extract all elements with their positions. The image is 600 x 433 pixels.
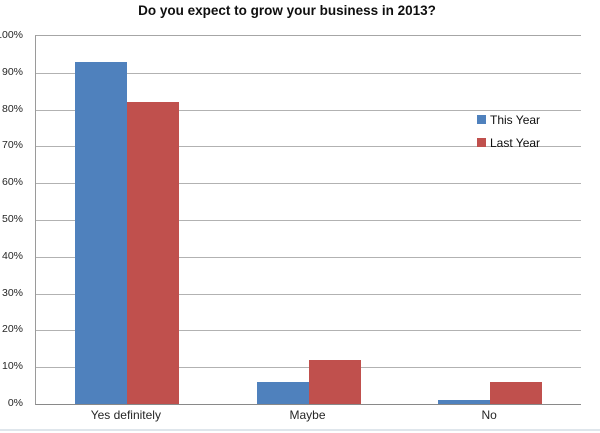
gridline-30 xyxy=(36,293,581,295)
legend-label-this-year: This Year xyxy=(490,112,541,127)
y-tick-label-90: 90% xyxy=(1,65,23,78)
x-axis: Yes definitely Maybe No xyxy=(35,408,580,426)
bar-last-year-no xyxy=(490,382,543,404)
y-tick-label-80: 80% xyxy=(1,102,23,115)
y-tick-label-0: 0% xyxy=(7,397,23,409)
bar-last-year-yes-definitely xyxy=(126,102,179,404)
gridline-60 xyxy=(36,183,581,185)
chart-title: Do you expect to grow your business in 2… xyxy=(138,3,436,18)
gridline-50 xyxy=(36,220,581,221)
y-tick-label-70: 70% xyxy=(1,139,23,152)
bar-this-year-no xyxy=(438,400,491,404)
gridline-20 xyxy=(36,330,581,332)
y-tick-label-30: 30% xyxy=(1,286,23,299)
legend-swatch-last-year xyxy=(477,138,486,147)
y-axis: 0% 10% 20% 30% 40% 50% 60% 70% 80% 90% 100% xyxy=(0,29,23,409)
legend-item-last-year: Last Year xyxy=(477,131,540,154)
y-tick-label-20: 20% xyxy=(1,323,23,336)
plot-area xyxy=(35,35,581,405)
y-tick-label-50: 50% xyxy=(1,213,23,225)
legend: This Year Last Year xyxy=(477,108,540,154)
gridline-70 xyxy=(36,146,581,148)
gridline-80 xyxy=(36,109,581,111)
bar-this-year-yes-definitely xyxy=(74,62,127,404)
y-tick-label-10: 10% xyxy=(1,360,23,373)
y-tick-label-60: 60% xyxy=(1,176,23,189)
gridline-40 xyxy=(36,256,581,258)
bar-last-year-maybe xyxy=(308,360,361,404)
gridline-90 xyxy=(36,72,581,74)
legend-item-this-year: This Year xyxy=(477,108,540,131)
x-tick-label-no: No xyxy=(481,408,497,422)
legend-label-last-year: Last Year xyxy=(490,135,541,150)
chart-frame-bottom-border xyxy=(0,429,600,431)
bar-this-year-maybe xyxy=(256,382,309,404)
legend-swatch-this-year xyxy=(477,115,486,124)
x-tick-label-maybe: Maybe xyxy=(289,408,326,422)
y-tick-label-40: 40% xyxy=(1,249,23,262)
x-tick-label-yes-definitely: Yes definitely xyxy=(90,408,161,422)
y-tick-label-100: 100% xyxy=(0,29,23,41)
